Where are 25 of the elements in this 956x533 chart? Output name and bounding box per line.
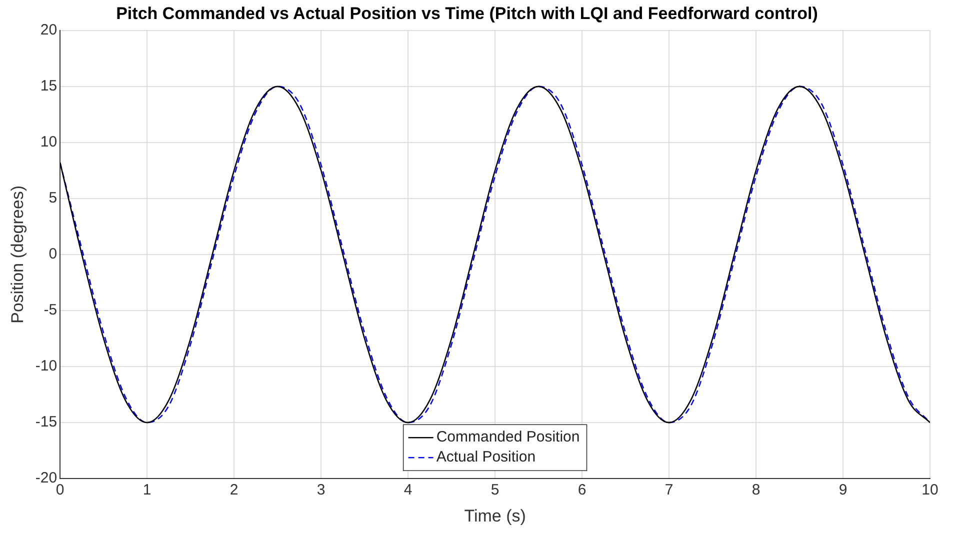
legend-label: Commanded Position [436,428,580,446]
x-tick-label: 6 [578,482,586,499]
x-tick-label: 9 [838,482,848,499]
x-tick-label: 2 [230,482,238,499]
y-tick-label: 0 [48,246,58,263]
y-tick-label: -20 [35,470,58,487]
x-tick-label: 5 [490,482,500,499]
x-tick-label: 10 [922,482,938,499]
x-tick-label: 1 [142,482,152,499]
x-tick-label: 4 [404,482,412,499]
y-tick-label: -5 [44,302,58,319]
y-tick-label: 10 [40,134,58,151]
x-tick-label: 8 [752,482,760,499]
y-tick-label: 15 [40,78,58,95]
y-tick-label: -10 [35,358,58,375]
chart-title: Pitch Commanded vs Actual Position vs Time (Pitch with LQI and Feedforward control) [116,4,818,23]
x-tick-label: 7 [664,482,674,499]
legend-label: Actual Position [436,448,536,466]
x-tick-label: 3 [316,482,326,499]
y-tick-label: -15 [35,414,58,431]
line-series [60,86,930,424]
y-tick-label: 5 [48,190,58,207]
y-tick-label: 20 [40,22,58,39]
x-axis-title: Time (s) [464,506,526,526]
y-axis-title: Position (degrees) [8,186,27,324]
